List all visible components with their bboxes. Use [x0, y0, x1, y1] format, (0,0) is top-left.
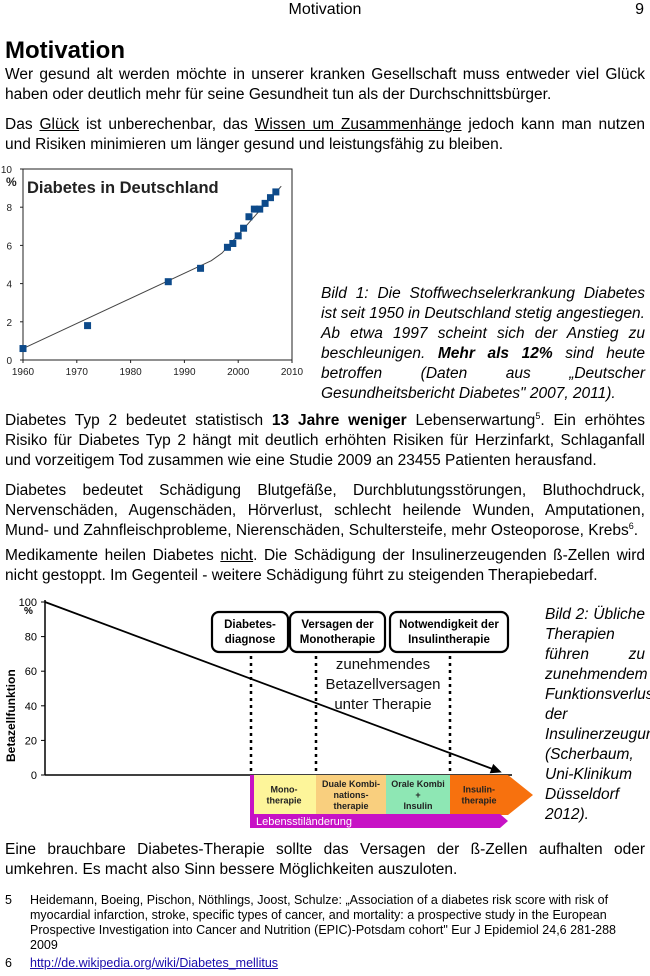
data-point	[197, 264, 205, 272]
arrowhead	[489, 763, 502, 774]
caption-text: Bild 1: Die Stoffwechselerkrankung Diabe…	[321, 285, 645, 362]
paragraph-folgen: Diabetes bedeutet Schädigung Blutgefäße,…	[5, 481, 645, 541]
therapy-stage	[386, 775, 450, 815]
footnote-5: 5 Heidemann, Boeing, Pischon, Nöthlings,…	[5, 893, 645, 955]
paragraph-conclusion: Eine brauchbare Diabetes-Therapie sollte…	[5, 841, 645, 878]
trend-line	[22, 185, 282, 349]
y-tick-label: 100	[19, 597, 37, 609]
stage-box	[288, 610, 387, 654]
x-tick-label: 2000	[227, 367, 250, 378]
text-run: Das	[5, 116, 40, 133]
data-point	[256, 205, 264, 213]
section-heading: Motivation	[5, 37, 125, 64]
y-tick-label: 20	[25, 735, 37, 747]
y-tick-label: 10	[1, 165, 13, 176]
y-tick-label: 2	[6, 318, 12, 329]
therapy-stage-label: Mono-therapie	[266, 785, 301, 806]
text-run: . Ein erhöhtes Risiko für Diabetes Typ 2…	[5, 412, 645, 469]
text-run: .	[633, 522, 639, 539]
y-tick-label: 0	[31, 770, 37, 782]
text-run: jedoch kann man nutzen und Risiken minim…	[5, 116, 646, 153]
text-run: Diabetes bedeutet Schädigung Blutgefäße,…	[5, 482, 645, 539]
diabetes-chart: 0 2 4 6 8 10 1960 1970 1980 1990 2000 2010% Diabetes…	[1, 165, 304, 378]
data-point	[272, 188, 280, 196]
y-tick-label: 6	[6, 241, 12, 252]
y-axis-title: Betazellfunktion	[4, 669, 18, 762]
footnote-text: Heidemann, Boeing, Pischon, Nöthlings, J…	[30, 893, 616, 952]
footnote-number: 6	[5, 956, 12, 970]
y-tick-label: 60	[25, 666, 37, 678]
therapy-stage-label: Duale Kombi-nations-therapie	[322, 779, 380, 811]
y-unit-label: %	[24, 606, 33, 617]
text-run: . Die Schädigung der Insulinerzeugenden …	[5, 547, 645, 584]
footnote-ref[interactable]: 6	[628, 520, 634, 531]
figure1-caption: Bild 1: Die Stoffwechselerkrankung Diabe…	[321, 284, 645, 404]
x-tick-label: 1980	[119, 367, 142, 378]
y-tick-label: 80	[25, 632, 37, 644]
therapy-stage	[316, 775, 386, 815]
stage-box	[210, 610, 290, 654]
data-point	[240, 224, 248, 232]
text-run: Diabetes Typ 2 bedeutet statistisch	[5, 412, 272, 429]
paragraph-intro: Wer gesund alt werden möchte in unserer …	[5, 66, 645, 103]
stage-box	[388, 610, 510, 654]
y-tick-label: 4	[6, 280, 12, 291]
page-header: Motivation 9	[0, 0, 650, 22]
data-point	[19, 345, 27, 353]
link-wissen[interactable]: Wissen um Zusammenhänge	[254, 116, 462, 133]
text-run: Medikamente heilen Diabetes	[5, 547, 221, 564]
data-point	[266, 194, 274, 202]
header-title: Motivation	[288, 1, 362, 18]
stage-box-label: Versagen der Monotherapie	[300, 619, 375, 646]
data-point	[84, 322, 92, 330]
betazell-chart: 100 80 60 40 20 0% Betazellfunktion Diabetes-di…	[4, 597, 533, 828]
text-run: ist unberechenbar, das	[79, 116, 255, 133]
caption-bold: Mehr als 12%	[437, 345, 553, 362]
data-point	[164, 278, 172, 286]
text-run: Lebenserwartung	[406, 412, 536, 429]
data-point	[229, 239, 237, 247]
data-point	[223, 243, 231, 251]
x-tick-label: 2010	[281, 367, 304, 378]
decline-line	[44, 601, 499, 772]
x-tick-label: 1990	[173, 367, 196, 378]
footnote-ref[interactable]: 5	[535, 410, 541, 421]
y-tick-label: 40	[25, 701, 37, 713]
x-tick-label: 1970	[66, 367, 89, 378]
lifestyle-bar	[250, 775, 508, 828]
y-tick-label: 8	[6, 203, 12, 214]
data-point	[261, 199, 269, 207]
therapy-stage-label: Orale Kombi + Insulin	[391, 779, 445, 811]
footnote-number: 5	[5, 893, 12, 907]
page-number: 9	[635, 1, 644, 18]
therapy-stage	[252, 775, 316, 815]
wikipedia-link[interactable]: http://de.wikipedia.org/wiki/Diabetes_me…	[30, 956, 279, 970]
bold-text: 13 Jahre weniger	[271, 412, 407, 429]
y-tick-label: 0	[6, 356, 12, 367]
stage-box-label: Notwendigkeit der Insulintherapie	[399, 619, 499, 646]
paragraph-lebenserwartung: Diabetes Typ 2 bedeutet statistisch 13 J…	[5, 411, 645, 471]
therapy-stage-label: Insulin-therapie	[461, 785, 496, 806]
figure2-caption: Bild 2: Übliche Therapien führen zu zune…	[545, 606, 650, 823]
paragraph-glueck: Das Glück ist unberechenbar, das Wissen …	[5, 115, 645, 155]
chart-title: Diabetes in Deutschland	[27, 179, 219, 197]
data-point	[250, 205, 258, 213]
x-tick-label: 1960	[12, 367, 35, 378]
lifestyle-bar-label: Lebensstiländerung	[256, 816, 352, 828]
paragraph-medikamente: Medikamente heilen Diabetes nicht. Die S…	[5, 546, 645, 586]
plot-frame	[22, 168, 293, 361]
caption-text: sind heute betroffen (Daten aus „Deutsch…	[321, 345, 645, 402]
underlined-text: nicht	[220, 547, 254, 564]
therapy-stage	[450, 775, 533, 815]
link-glueck[interactable]: Glück	[39, 116, 80, 133]
stage-box-label: Diabetes-diagnose	[224, 619, 276, 646]
data-point	[245, 213, 253, 221]
data-point	[234, 232, 242, 240]
annotation-text: zunehmendes Betazellversagen unter Therapi…	[325, 656, 440, 713]
y-unit-label: %	[6, 175, 17, 189]
footnote-6: 6 http://de.wikipedia.org/wiki/Diabetes_…	[5, 956, 645, 972]
